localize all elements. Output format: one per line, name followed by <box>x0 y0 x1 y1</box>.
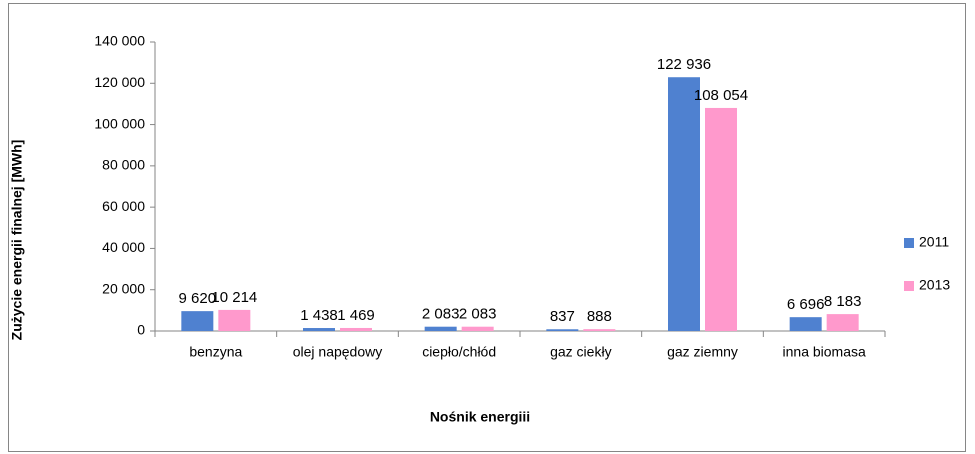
y-tick-label: 20 000 <box>102 280 145 296</box>
value-label: 108 054 <box>694 87 748 104</box>
chart-border <box>8 3 966 452</box>
bar <box>181 311 214 331</box>
legend-swatch <box>904 281 914 291</box>
value-label: 837 <box>550 308 575 325</box>
value-label: 122 936 <box>657 56 711 73</box>
legend-label: 2013 <box>919 277 950 293</box>
bar <box>218 309 251 331</box>
y-tick-label: 0 <box>137 322 145 338</box>
x-tick-label: ciepło/chłód <box>422 344 496 360</box>
y-tick-label: 140 000 <box>94 33 145 49</box>
bar <box>340 327 372 331</box>
value-label: 9 620 <box>179 290 217 307</box>
y-tick-label: 40 000 <box>102 239 145 255</box>
bar <box>668 77 700 331</box>
value-label: 1 469 <box>337 307 375 324</box>
value-label: 888 <box>587 308 612 325</box>
value-label: 8 183 <box>824 293 862 310</box>
value-label: 2 083 <box>459 306 497 323</box>
bar <box>546 329 579 331</box>
x-tick-label: olej napędowy <box>293 344 383 360</box>
bar <box>424 326 457 331</box>
y-tick-label: 60 000 <box>102 198 145 214</box>
value-label: 6 696 <box>787 296 825 313</box>
y-tick-label: 80 000 <box>102 157 145 173</box>
bar <box>303 328 335 331</box>
x-tick-label: gaz ciekły <box>550 344 611 360</box>
bar <box>583 329 616 331</box>
x-axis-title: Nośnik energiii <box>430 409 530 425</box>
x-tick-label: benzyna <box>189 344 242 360</box>
bar <box>826 314 859 331</box>
x-tick-label: inna biomasa <box>783 344 866 360</box>
y-tick-label: 100 000 <box>94 115 145 131</box>
x-tick-label: gaz ziemny <box>667 344 738 360</box>
value-label: 2 083 <box>422 306 460 323</box>
y-axis-title: Zużycie energii finalnej [MWh] <box>9 140 25 341</box>
value-label: 1 438 <box>300 307 338 324</box>
y-tick-label: 120 000 <box>94 74 145 90</box>
legend-label: 2011 <box>919 234 949 250</box>
bar <box>461 326 494 331</box>
bar <box>705 107 737 331</box>
legend-swatch <box>904 238 914 248</box>
bar <box>789 317 822 331</box>
value-label: 10 214 <box>211 289 257 306</box>
